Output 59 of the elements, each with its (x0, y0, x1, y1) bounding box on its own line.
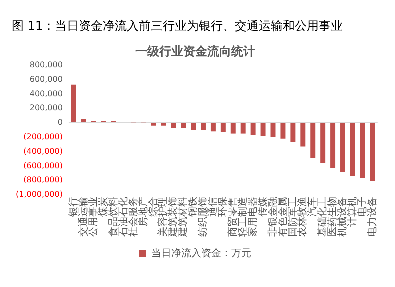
y-tick-label: 600,000 (30, 74, 63, 84)
bar (340, 124, 346, 172)
y-tick-label: (800,000) (24, 176, 63, 185)
bar (360, 124, 366, 178)
chart-subtitle: 一级行业资金流向统计 (136, 44, 256, 58)
y-tick-label: 400,000 (30, 89, 63, 98)
x-tick-label: 有色金属 (276, 197, 289, 237)
bar (81, 119, 86, 122)
x-tick-label: 房地产 (137, 197, 150, 227)
x-tick-label: 电力设备 (366, 197, 378, 237)
bar (230, 124, 236, 134)
bar (320, 124, 326, 164)
x-tick-label: 交通运输 (78, 197, 90, 237)
bar (310, 124, 316, 158)
x-tick-label: 汽车 (306, 197, 319, 217)
x-tick-label: 银行 (68, 197, 80, 218)
bar (71, 84, 76, 122)
x-tick-label: 公用事业 (87, 197, 100, 237)
bar (270, 124, 276, 138)
x-tick-label: 建筑材料 (177, 197, 190, 238)
bar (290, 124, 296, 142)
bar (330, 124, 336, 168)
x-tick-label: 社会服务 (127, 197, 140, 237)
bar (250, 124, 256, 136)
bar (220, 124, 226, 132)
y-tick-label: 200,000 (30, 104, 63, 113)
x-tick-label: 国防军工 (286, 197, 299, 237)
bar (370, 124, 376, 182)
y-tick-label: (600,000) (24, 161, 63, 170)
x-tick-label: 食品饮料 (107, 197, 120, 237)
y-tick-label: (200,000) (24, 132, 63, 142)
bar (260, 124, 266, 136)
legend-label: 当日净流入资金：万元 (152, 248, 252, 260)
bar (280, 124, 286, 139)
y-tick-label: (400,000) (24, 146, 63, 156)
bar (350, 124, 356, 176)
y-tick-label: 0 (58, 118, 63, 128)
x-tick-label: 商贸零售 (226, 197, 239, 237)
x-tick-label: 轻工制造 (236, 197, 249, 237)
bar (181, 124, 186, 128)
x-tick-label: 通信 (207, 197, 220, 217)
x-tick-label: 电子 (356, 197, 369, 217)
y-tick-label: 800,000 (30, 60, 63, 70)
bar (240, 124, 246, 134)
x-tick-label: 环保 (218, 197, 230, 217)
x-tick-label: 家用电器 (246, 197, 259, 237)
bar (171, 124, 176, 128)
x-tick-label: 非银金融 (266, 197, 279, 237)
x-tick-label: 石油石化 (117, 197, 130, 237)
bar (201, 124, 206, 130)
y-tick-label: (1,000,000) (16, 190, 63, 200)
bar (210, 124, 216, 132)
chart-title: 图 11：当日资金净流入前三行业为银行、交通运输和公用事业 (12, 18, 344, 35)
x-tick-label: 煤炭 (97, 197, 110, 217)
x-tick-label: 钢铁 (187, 197, 200, 218)
x-tick-label: 传媒 (258, 197, 269, 217)
bar (191, 124, 196, 130)
x-tick-label: 综合 (147, 197, 160, 217)
bar (300, 124, 306, 147)
